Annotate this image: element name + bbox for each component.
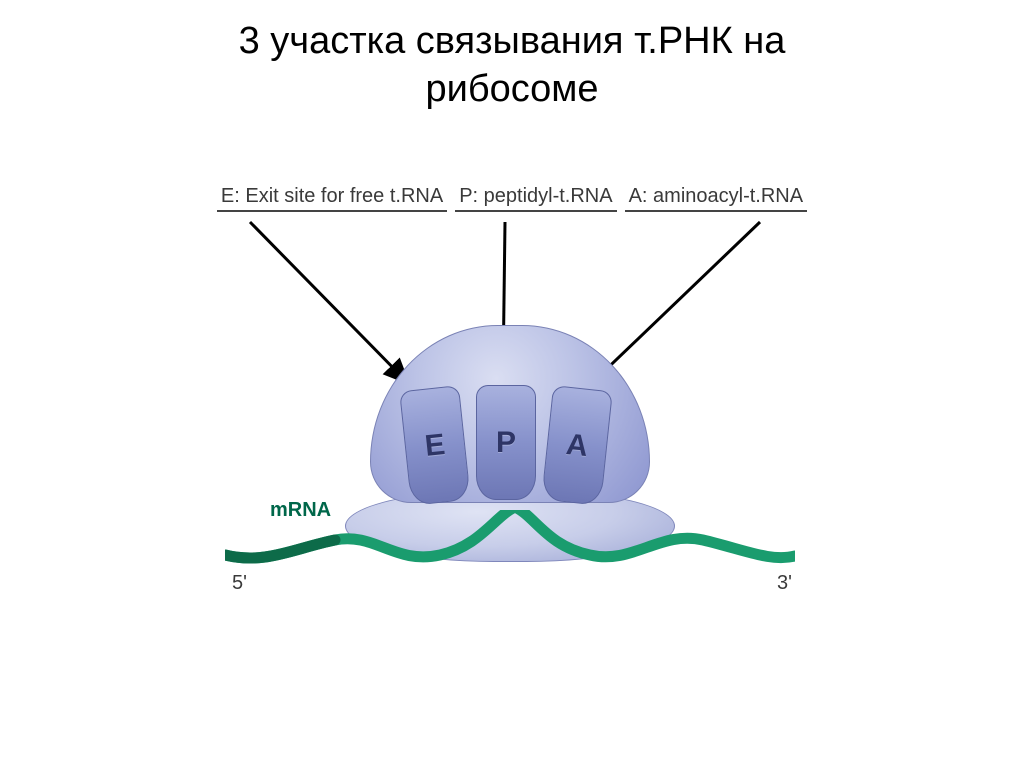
- three-prime-label: 3': [777, 572, 792, 595]
- site-a: A: [541, 385, 613, 506]
- mrna-label: mRNA: [270, 499, 331, 522]
- site-p: P: [476, 385, 536, 500]
- site-e: E: [399, 385, 471, 506]
- five-prime-label: 5': [232, 572, 247, 595]
- title-line2: рибосоме: [425, 68, 598, 110]
- mrna-strand: [225, 510, 795, 590]
- mrna-svg: [225, 510, 795, 590]
- site-e-letter: E: [423, 428, 446, 464]
- diagram-area: E P A mRNA 5' 3': [0, 160, 1024, 690]
- site-a-letter: A: [564, 427, 589, 463]
- site-p-letter: P: [496, 426, 516, 460]
- page-title: 3 участка связывания т.РНК на рибосоме: [0, 0, 1024, 113]
- title-line1: 3 участка связывания т.РНК на: [239, 20, 786, 62]
